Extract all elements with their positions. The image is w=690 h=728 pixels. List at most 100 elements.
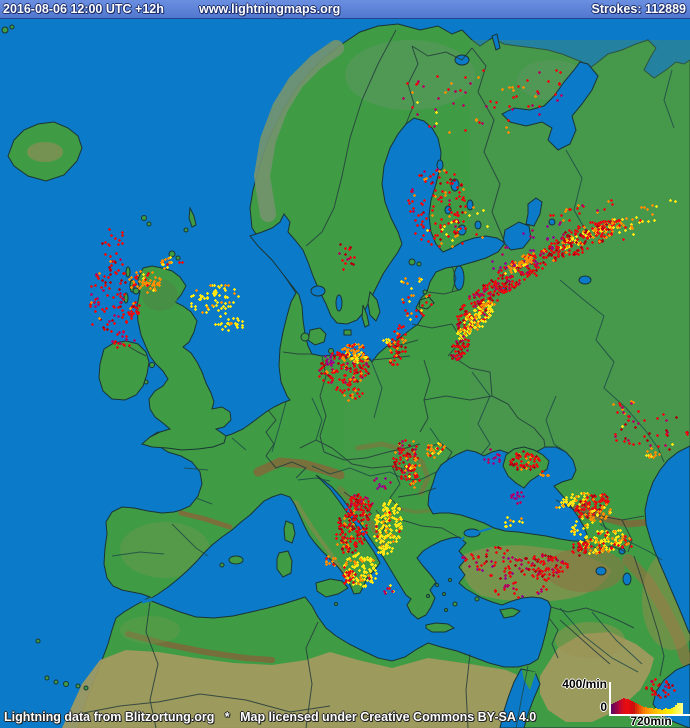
lightning-cluster-scotland-orange-east (160, 256, 184, 270)
marmara-sea (463, 528, 481, 538)
legend-bar (637, 704, 639, 714)
lightning-cluster-caucasus-east-scatter (621, 537, 633, 549)
gibraltar-strait (141, 597, 155, 604)
lightning-cluster-caucasus-orange (589, 505, 612, 524)
legend: 400/min 0 720min (550, 676, 690, 728)
lightning-cluster-sicily-red-south (342, 570, 357, 585)
shetland (188, 206, 197, 228)
lightning-cluster-band-north-scatter (549, 199, 614, 222)
madeira (35, 638, 41, 644)
mallorca (228, 555, 244, 565)
legend-bar (655, 708, 657, 714)
elbe-river (311, 397, 323, 441)
site-link[interactable]: www.lightningmaps.org (199, 2, 341, 16)
iceland-interior (27, 142, 63, 162)
lightning-cluster-greece-west-specks (383, 584, 395, 595)
lightning-cluster-scotland-orange (128, 270, 162, 294)
legend-bar (635, 703, 637, 714)
skye (132, 287, 140, 295)
pyrenees-mountains (178, 510, 233, 530)
legend-bar (667, 709, 669, 714)
pechora-river (663, 69, 675, 129)
legend-bar (621, 699, 623, 714)
tigris-river (591, 611, 643, 665)
lightning-cluster-finland-south-scatter (422, 198, 489, 248)
sahara-desert (62, 650, 520, 728)
legend-bar (623, 698, 625, 714)
lightning-cluster-caucasus-red (574, 493, 610, 519)
lightning-cluster-single-yellow-east (669, 199, 677, 203)
lightning-cluster-anatolia-west-specks (461, 553, 478, 568)
legend-bar (649, 708, 651, 714)
lightning-cluster-crimea-west-purple (483, 448, 501, 465)
lightning-cluster-baltics-scatter (401, 294, 433, 321)
caspian-sea (644, 445, 690, 635)
lightning-cluster-crimea-red (509, 450, 541, 471)
lightning-cluster-sweden-stockholm (338, 243, 356, 271)
legend-bar (615, 702, 617, 714)
lightning-cluster-band-tail (450, 335, 470, 361)
fyn (300, 332, 310, 342)
nile-river (515, 665, 529, 728)
lapland-tint (345, 40, 475, 110)
legend-bar (653, 709, 655, 714)
great-britain (136, 265, 232, 451)
volga-river (559, 279, 665, 463)
rhine-river (271, 401, 287, 453)
lightning-cluster-russia-se-yellow (645, 447, 661, 459)
canary-islands (63, 681, 69, 687)
syria-tint (555, 622, 625, 658)
lightning-cluster-northsea-yellow-2 (214, 312, 244, 332)
legend-bar (641, 706, 643, 714)
legend-y-axis (609, 682, 611, 714)
lightning-cluster-scotland-top-red (101, 228, 124, 247)
vistula-river (369, 357, 383, 419)
lake-vanern (310, 285, 326, 297)
lightning-cluster-slovakia-orange-east (426, 442, 446, 459)
legend-bar (631, 701, 633, 714)
lightning-cluster-azov-orange (539, 470, 550, 477)
don-river (545, 395, 567, 453)
atlas-mountains (125, 631, 275, 663)
lightning-cluster-scotland-south-red (111, 330, 136, 349)
oland (361, 304, 370, 328)
datetime-label: 2016-08-06 12:00 UTC +12h (3, 2, 164, 16)
lightning-cluster-blacksea-yellow-mid (504, 516, 524, 528)
white-sea (501, 61, 599, 151)
legend-bar (657, 709, 659, 714)
legend-ymin-label: 0 (600, 700, 607, 714)
legend-bar (619, 700, 621, 714)
cyprus (499, 607, 521, 619)
corsica (283, 520, 296, 544)
lake-vattern (335, 294, 343, 312)
black-sea (427, 446, 588, 542)
top-status-bar: 2016-08-06 12:00 UTC +12h www.lightningm… (0, 0, 690, 19)
strokes-counter: Strokes: 112889 (591, 2, 686, 16)
lake-onega (525, 197, 543, 227)
lightning-cluster-sochi-yellow-sea (570, 517, 589, 536)
apennine-mountains (294, 500, 347, 578)
lightning-cluster-latvia-yellow-dash (382, 338, 391, 344)
alps-mountains (253, 457, 345, 480)
lightning-cluster-hungary-scatter (404, 472, 421, 489)
lightning-cluster-istria-red (349, 493, 374, 512)
lightning-cluster-bryansk-specks (612, 400, 635, 415)
sardinia (276, 550, 293, 578)
dardanelles (456, 536, 465, 546)
lightning-cluster-serbia-orange-scatter (404, 457, 421, 485)
legend-bar (669, 709, 671, 714)
island-terrain (27, 142, 178, 311)
legend-bar (677, 703, 679, 714)
legend-bar (675, 705, 677, 714)
sinai (522, 670, 536, 690)
legend-bar (679, 703, 681, 714)
lightning-cluster-baltic-south-scatter (335, 384, 364, 402)
lightning-cluster-russia-se-scatter (614, 410, 689, 451)
lightning-cluster-albania-yellow (373, 499, 403, 556)
legend-bar (673, 707, 675, 714)
legend-histogram (611, 692, 683, 714)
euphrates-river (559, 607, 639, 673)
lightning-cluster-calabria-orange (325, 555, 337, 567)
lake-ladoga (502, 221, 532, 251)
